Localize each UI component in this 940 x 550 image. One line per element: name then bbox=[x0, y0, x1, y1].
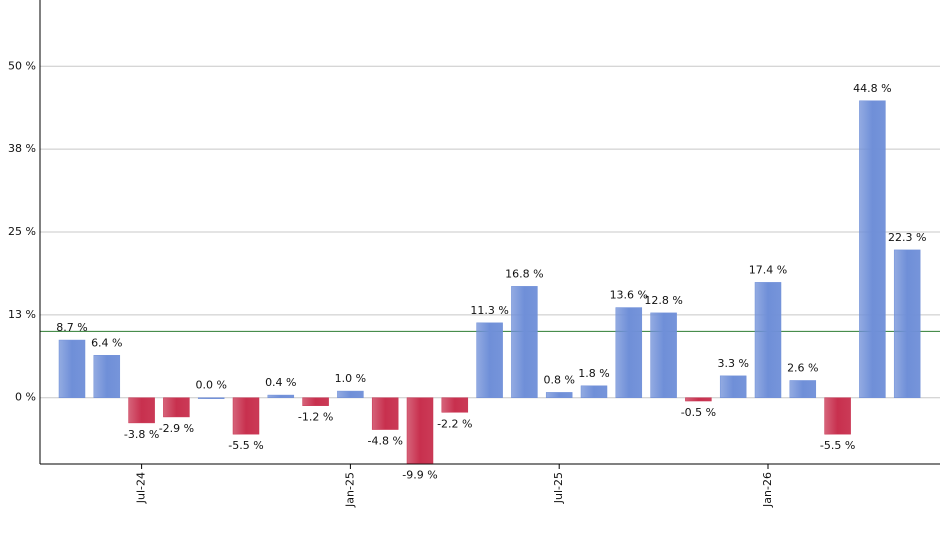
value-label: -1.2 % bbox=[298, 411, 333, 424]
bar bbox=[302, 397, 329, 406]
y-tick-label: 25 % bbox=[8, 225, 36, 238]
bar bbox=[58, 339, 86, 398]
value-label: 0.0 % bbox=[195, 379, 226, 392]
value-label: -2.9 % bbox=[159, 422, 194, 435]
bar bbox=[197, 397, 225, 399]
value-label: 0.4 % bbox=[265, 376, 296, 389]
value-label: 0.8 % bbox=[543, 373, 574, 386]
bar bbox=[580, 385, 608, 398]
bar bbox=[719, 375, 747, 398]
bar bbox=[476, 322, 503, 398]
y-tick-label: 38 % bbox=[8, 142, 36, 155]
value-label: 22.3 % bbox=[888, 231, 926, 244]
x-tick-label: Jan-25 bbox=[343, 472, 356, 508]
value-label: 1.8 % bbox=[578, 367, 609, 380]
value-label: 3.3 % bbox=[717, 357, 748, 370]
bar bbox=[337, 390, 364, 398]
bar bbox=[824, 397, 851, 435]
value-label: 17.4 % bbox=[749, 263, 787, 276]
bar bbox=[267, 394, 295, 398]
bar bbox=[615, 307, 643, 398]
bar bbox=[685, 397, 712, 402]
bar bbox=[650, 312, 677, 398]
x-tick-label: Jan-26 bbox=[761, 472, 774, 508]
y-tick-label: 50 % bbox=[8, 59, 36, 72]
bar bbox=[859, 100, 886, 398]
bar bbox=[893, 249, 921, 398]
bar bbox=[371, 397, 399, 430]
value-label: 11.3 % bbox=[470, 304, 508, 317]
bar bbox=[93, 355, 121, 398]
value-label: 2.6 % bbox=[787, 361, 818, 374]
x-tick-label: Jul-25 bbox=[552, 472, 565, 504]
value-label: 44.8 % bbox=[853, 82, 891, 95]
value-label: -2.2 % bbox=[437, 417, 472, 430]
value-label: -3.8 % bbox=[124, 428, 159, 441]
bar bbox=[754, 282, 782, 398]
value-label: 12.8 % bbox=[644, 294, 682, 307]
value-label: 1.0 % bbox=[335, 372, 366, 385]
bar bbox=[789, 380, 817, 398]
value-label: -4.8 % bbox=[367, 435, 402, 448]
y-tick-label: 0 % bbox=[15, 391, 36, 404]
value-label: -5.5 % bbox=[228, 439, 263, 452]
y-tick-label: 13 % bbox=[8, 308, 36, 321]
bar bbox=[232, 397, 260, 435]
value-label: 13.6 % bbox=[610, 289, 648, 302]
bar bbox=[441, 397, 469, 413]
bar bbox=[511, 286, 538, 398]
value-label: -9.9 % bbox=[402, 468, 437, 481]
value-label: 16.8 % bbox=[505, 267, 543, 280]
bar bbox=[545, 392, 573, 398]
value-label: 6.4 % bbox=[91, 336, 122, 349]
bar bbox=[406, 397, 434, 464]
value-label: 8.7 % bbox=[56, 321, 87, 334]
value-label: -0.5 % bbox=[681, 406, 716, 419]
bar bbox=[163, 397, 190, 418]
x-tick-label: Jul-24 bbox=[135, 472, 148, 504]
bar bbox=[128, 397, 155, 424]
value-label: -5.5 % bbox=[820, 439, 855, 452]
